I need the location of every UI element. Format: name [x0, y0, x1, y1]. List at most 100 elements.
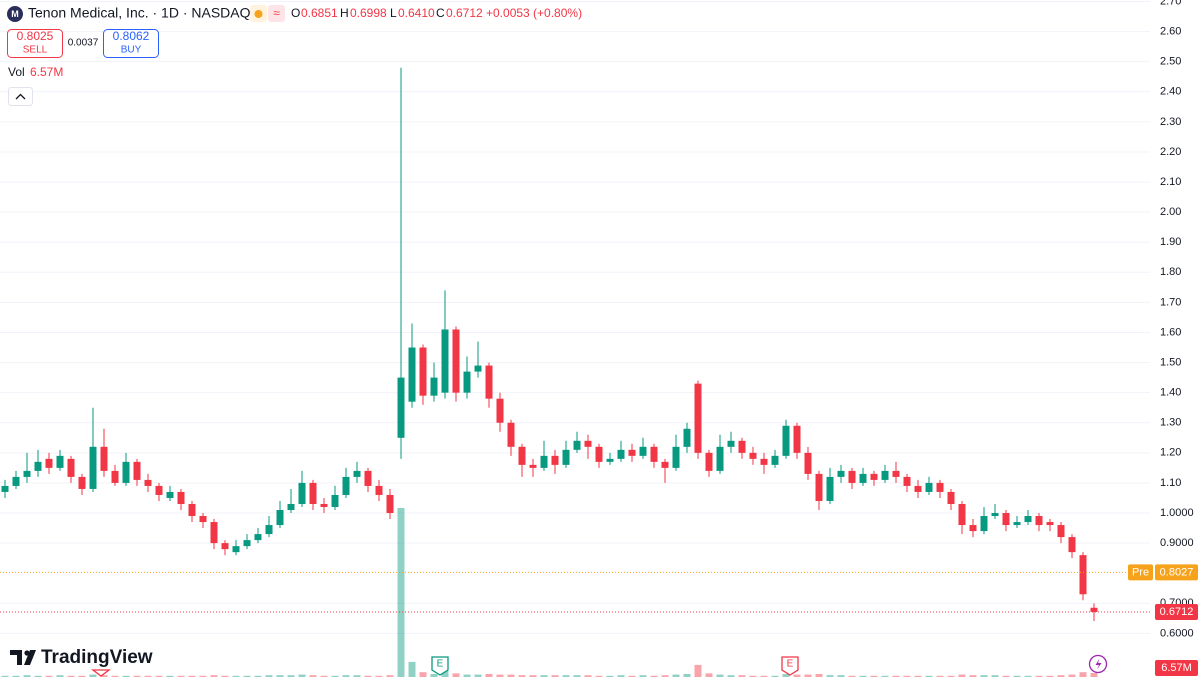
- candle-body: [661, 461, 669, 468]
- candle-body: [1046, 522, 1054, 526]
- candle-body: [826, 476, 834, 501]
- candle-body: [221, 543, 229, 550]
- volume-bar: [562, 675, 570, 677]
- volume-bar: [397, 508, 405, 677]
- volume-bar: [936, 675, 944, 677]
- volume-bar: [628, 675, 636, 677]
- candle-body: [991, 513, 999, 517]
- collapse-button[interactable]: [8, 87, 33, 106]
- premarket-price: 0.8027: [1160, 566, 1194, 578]
- y-tick-label: 1.40: [1160, 387, 1181, 399]
- volume-bar: [892, 675, 900, 677]
- volume-bar: [529, 675, 537, 677]
- volume-bar: [683, 673, 691, 677]
- candle-body: [397, 377, 405, 438]
- volume-bar: [859, 675, 867, 677]
- grid: [0, 1, 1150, 634]
- sell-button[interactable]: [7, 29, 63, 58]
- candle-body: [408, 347, 416, 402]
- ohlc-value: 0.6851: [301, 6, 338, 20]
- candle-body: [529, 464, 537, 468]
- change: +0.0053 (+0.80%): [486, 6, 582, 20]
- candle-body: [265, 525, 273, 535]
- volume-bar: [463, 674, 471, 677]
- volume-bar: [991, 675, 999, 677]
- candle-body: [1068, 537, 1076, 553]
- earnings-marker[interactable]: [431, 656, 449, 676]
- candle-body: [1079, 555, 1087, 595]
- premarket-tag: [1128, 564, 1153, 581]
- candle-body: [727, 440, 735, 447]
- candle-body: [23, 470, 31, 477]
- price-axis: 0.60000.70000.90001.00001.101.201.301.40…: [1160, 0, 1194, 639]
- volume-bar: [265, 675, 273, 677]
- candle-body: [804, 452, 812, 474]
- candle-body: [914, 485, 922, 492]
- candle-body: [232, 546, 240, 553]
- buy-label: BUY: [121, 45, 142, 56]
- volume-bar: [342, 675, 350, 677]
- candle-body: [683, 428, 691, 447]
- y-tick-label: 1.0000: [1160, 507, 1194, 519]
- candle-body: [166, 491, 174, 498]
- candle-body: [1, 485, 9, 492]
- candle-body: [111, 470, 119, 483]
- candle-body: [56, 455, 64, 468]
- buy-button[interactable]: [103, 29, 159, 58]
- y-tick-label: 2.10: [1160, 176, 1181, 188]
- volume-bar: [826, 675, 834, 677]
- candle-body: [386, 494, 394, 514]
- candle-body: [89, 446, 97, 489]
- dividend-marker[interactable]: [91, 669, 111, 677]
- candle-body: [353, 470, 361, 477]
- y-tick-label: 2.00: [1160, 206, 1181, 218]
- volume-bar: [606, 675, 614, 677]
- volume-bar: [177, 675, 185, 677]
- collapse-icon: [15, 93, 26, 100]
- candle-body: [199, 516, 207, 523]
- volume-bar: [320, 675, 328, 677]
- volume-bar: [78, 675, 86, 677]
- premarket-price-box: [1155, 564, 1198, 581]
- candle-body: [958, 503, 966, 526]
- candle-body: [925, 482, 933, 492]
- ohlc-label: O: [291, 6, 300, 20]
- volume-bar: [947, 675, 955, 677]
- volume-bar: [1024, 675, 1032, 677]
- earnings-marker[interactable]: [781, 656, 799, 676]
- volume-bar: [1013, 675, 1021, 677]
- candle-body: [188, 503, 196, 517]
- volume-bar: [133, 675, 141, 677]
- candle-body: [254, 534, 262, 541]
- volume-bar: [45, 675, 53, 677]
- volume-bar: [727, 675, 735, 677]
- volume-bar: [309, 675, 317, 677]
- candle-body: [969, 525, 977, 532]
- buy-price: 0.8062: [113, 29, 150, 43]
- candle-body: [793, 425, 801, 453]
- volume-bar: [496, 674, 504, 677]
- earnings-label: E: [437, 659, 444, 670]
- volume-bar: [166, 675, 174, 677]
- y-tick-label: 1.10: [1160, 477, 1181, 489]
- candle-body: [474, 365, 482, 372]
- candle-body: [595, 446, 603, 462]
- volume-bar: [188, 675, 196, 677]
- volume-bar: [903, 675, 911, 677]
- volume-bar: [749, 675, 757, 677]
- volume-bar: [771, 675, 779, 677]
- candle-body: [364, 470, 372, 486]
- candle-body: [573, 440, 581, 450]
- volume-bar: [1068, 674, 1076, 677]
- volume-bar: [1057, 675, 1065, 677]
- candle-body: [67, 458, 75, 477]
- candle-body: [298, 482, 306, 504]
- delayed-icon[interactable]: [268, 5, 285, 22]
- volume-bar: [122, 675, 130, 677]
- y-tick-label: 1.30: [1160, 417, 1181, 429]
- volume-bar: [67, 675, 75, 677]
- symbol-title[interactable]: Tenon Medical, Inc. · 1D · NASDAQ: [28, 5, 251, 21]
- premarket-tag-label: Pre: [1132, 566, 1149, 578]
- volume-bar: [485, 673, 493, 677]
